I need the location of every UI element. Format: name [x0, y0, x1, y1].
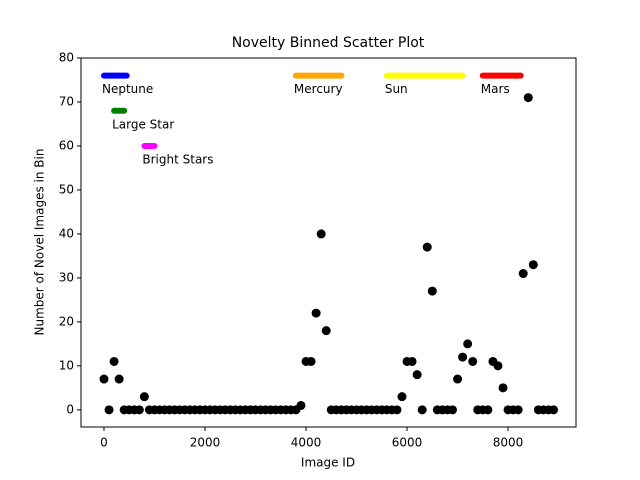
point	[458, 352, 468, 362]
y-tick-label: 40	[59, 226, 74, 240]
point	[528, 260, 538, 270]
point	[99, 374, 109, 384]
point	[306, 356, 316, 366]
point	[392, 405, 402, 415]
point	[463, 339, 473, 349]
point	[513, 405, 523, 415]
y-tick-label: 10	[59, 358, 74, 372]
point	[311, 308, 321, 318]
point	[523, 93, 533, 103]
point	[139, 392, 149, 402]
point	[114, 374, 124, 384]
y-tick-label: 30	[59, 270, 74, 284]
x-tick-label: 6000	[392, 436, 423, 450]
y-tick-label: 80	[59, 51, 74, 65]
x-tick-label: 2000	[190, 436, 221, 450]
region-label: Neptune	[102, 82, 153, 96]
point	[321, 326, 331, 336]
point	[296, 400, 306, 410]
x-axis-label: Image ID	[301, 456, 355, 470]
point	[422, 242, 432, 252]
point	[483, 405, 493, 415]
axes-frame	[80, 57, 577, 428]
region-label: Bright Stars	[142, 152, 213, 166]
point	[448, 405, 458, 415]
y-tick-label: 20	[59, 314, 74, 328]
region-label: Sun	[385, 82, 408, 96]
region-label: Mars	[481, 82, 510, 96]
y-tick-label: 70	[59, 94, 74, 108]
y-tick-label: 60	[59, 138, 74, 152]
y-tick-label: 0	[66, 402, 74, 416]
point	[316, 229, 326, 239]
point	[549, 405, 559, 415]
point	[518, 269, 528, 279]
point	[104, 405, 114, 415]
point	[453, 374, 463, 384]
point	[134, 405, 144, 415]
region-label: Mercury	[294, 82, 343, 96]
point	[417, 405, 427, 415]
point	[427, 286, 437, 296]
x-tick-label: 8000	[493, 436, 524, 450]
region-label: Large Star	[112, 117, 174, 131]
y-axis-label: Number of Novel Images in Bin	[33, 149, 47, 336]
point	[397, 392, 407, 402]
point	[407, 356, 417, 366]
point	[493, 361, 503, 371]
x-tick-label: 0	[100, 436, 108, 450]
y-tick-label: 50	[59, 182, 74, 196]
point	[412, 370, 422, 380]
x-tick-label: 4000	[291, 436, 322, 450]
point	[498, 383, 508, 393]
point	[109, 356, 119, 366]
point	[468, 356, 478, 366]
chart-title: Novelty Binned Scatter Plot	[232, 35, 425, 51]
